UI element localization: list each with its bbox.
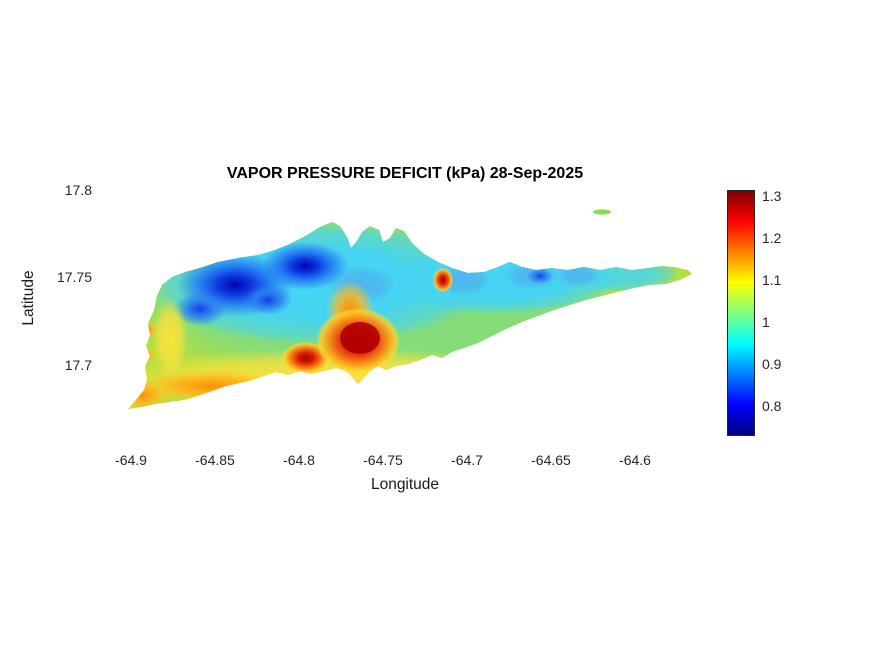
x-tick-label: -64.65 (531, 452, 571, 468)
y-tick-label: 17.7 (64, 357, 92, 373)
contour-layers (128, 222, 692, 409)
x-tick-label: -64.8 (283, 452, 315, 468)
colorbar-tick-label: 0.8 (762, 398, 782, 414)
x-tick-label: -64.6 (619, 452, 651, 468)
colorbar-gradient (727, 190, 755, 436)
islet-speck (593, 209, 611, 215)
y-tick-label: 17.8 (64, 182, 92, 198)
x-tick-label: -64.7 (451, 452, 483, 468)
y-tick-label: 17.75 (56, 269, 92, 285)
x-tick-label: -64.9 (115, 452, 147, 468)
vpd-contour-map (128, 209, 692, 409)
colorbar-tick-label: 1.1 (762, 272, 782, 288)
colorbar-tick-label: 1.3 (762, 188, 782, 204)
chart-title: VAPOR PRESSURE DEFICIT (kPa) 28-Sep-2025 (226, 165, 584, 182)
x-tick-label: -64.75 (363, 452, 403, 468)
colorbar-tick-label: 1.2 (762, 230, 782, 246)
colorbar-tick-label: 0.9 (762, 356, 782, 372)
colorbar-tick-label: 1 (762, 314, 770, 330)
x-axis-label: Longitude (370, 476, 440, 493)
x-tick-label: -64.85 (195, 452, 235, 468)
y-axis-label: Latitude (20, 270, 37, 326)
